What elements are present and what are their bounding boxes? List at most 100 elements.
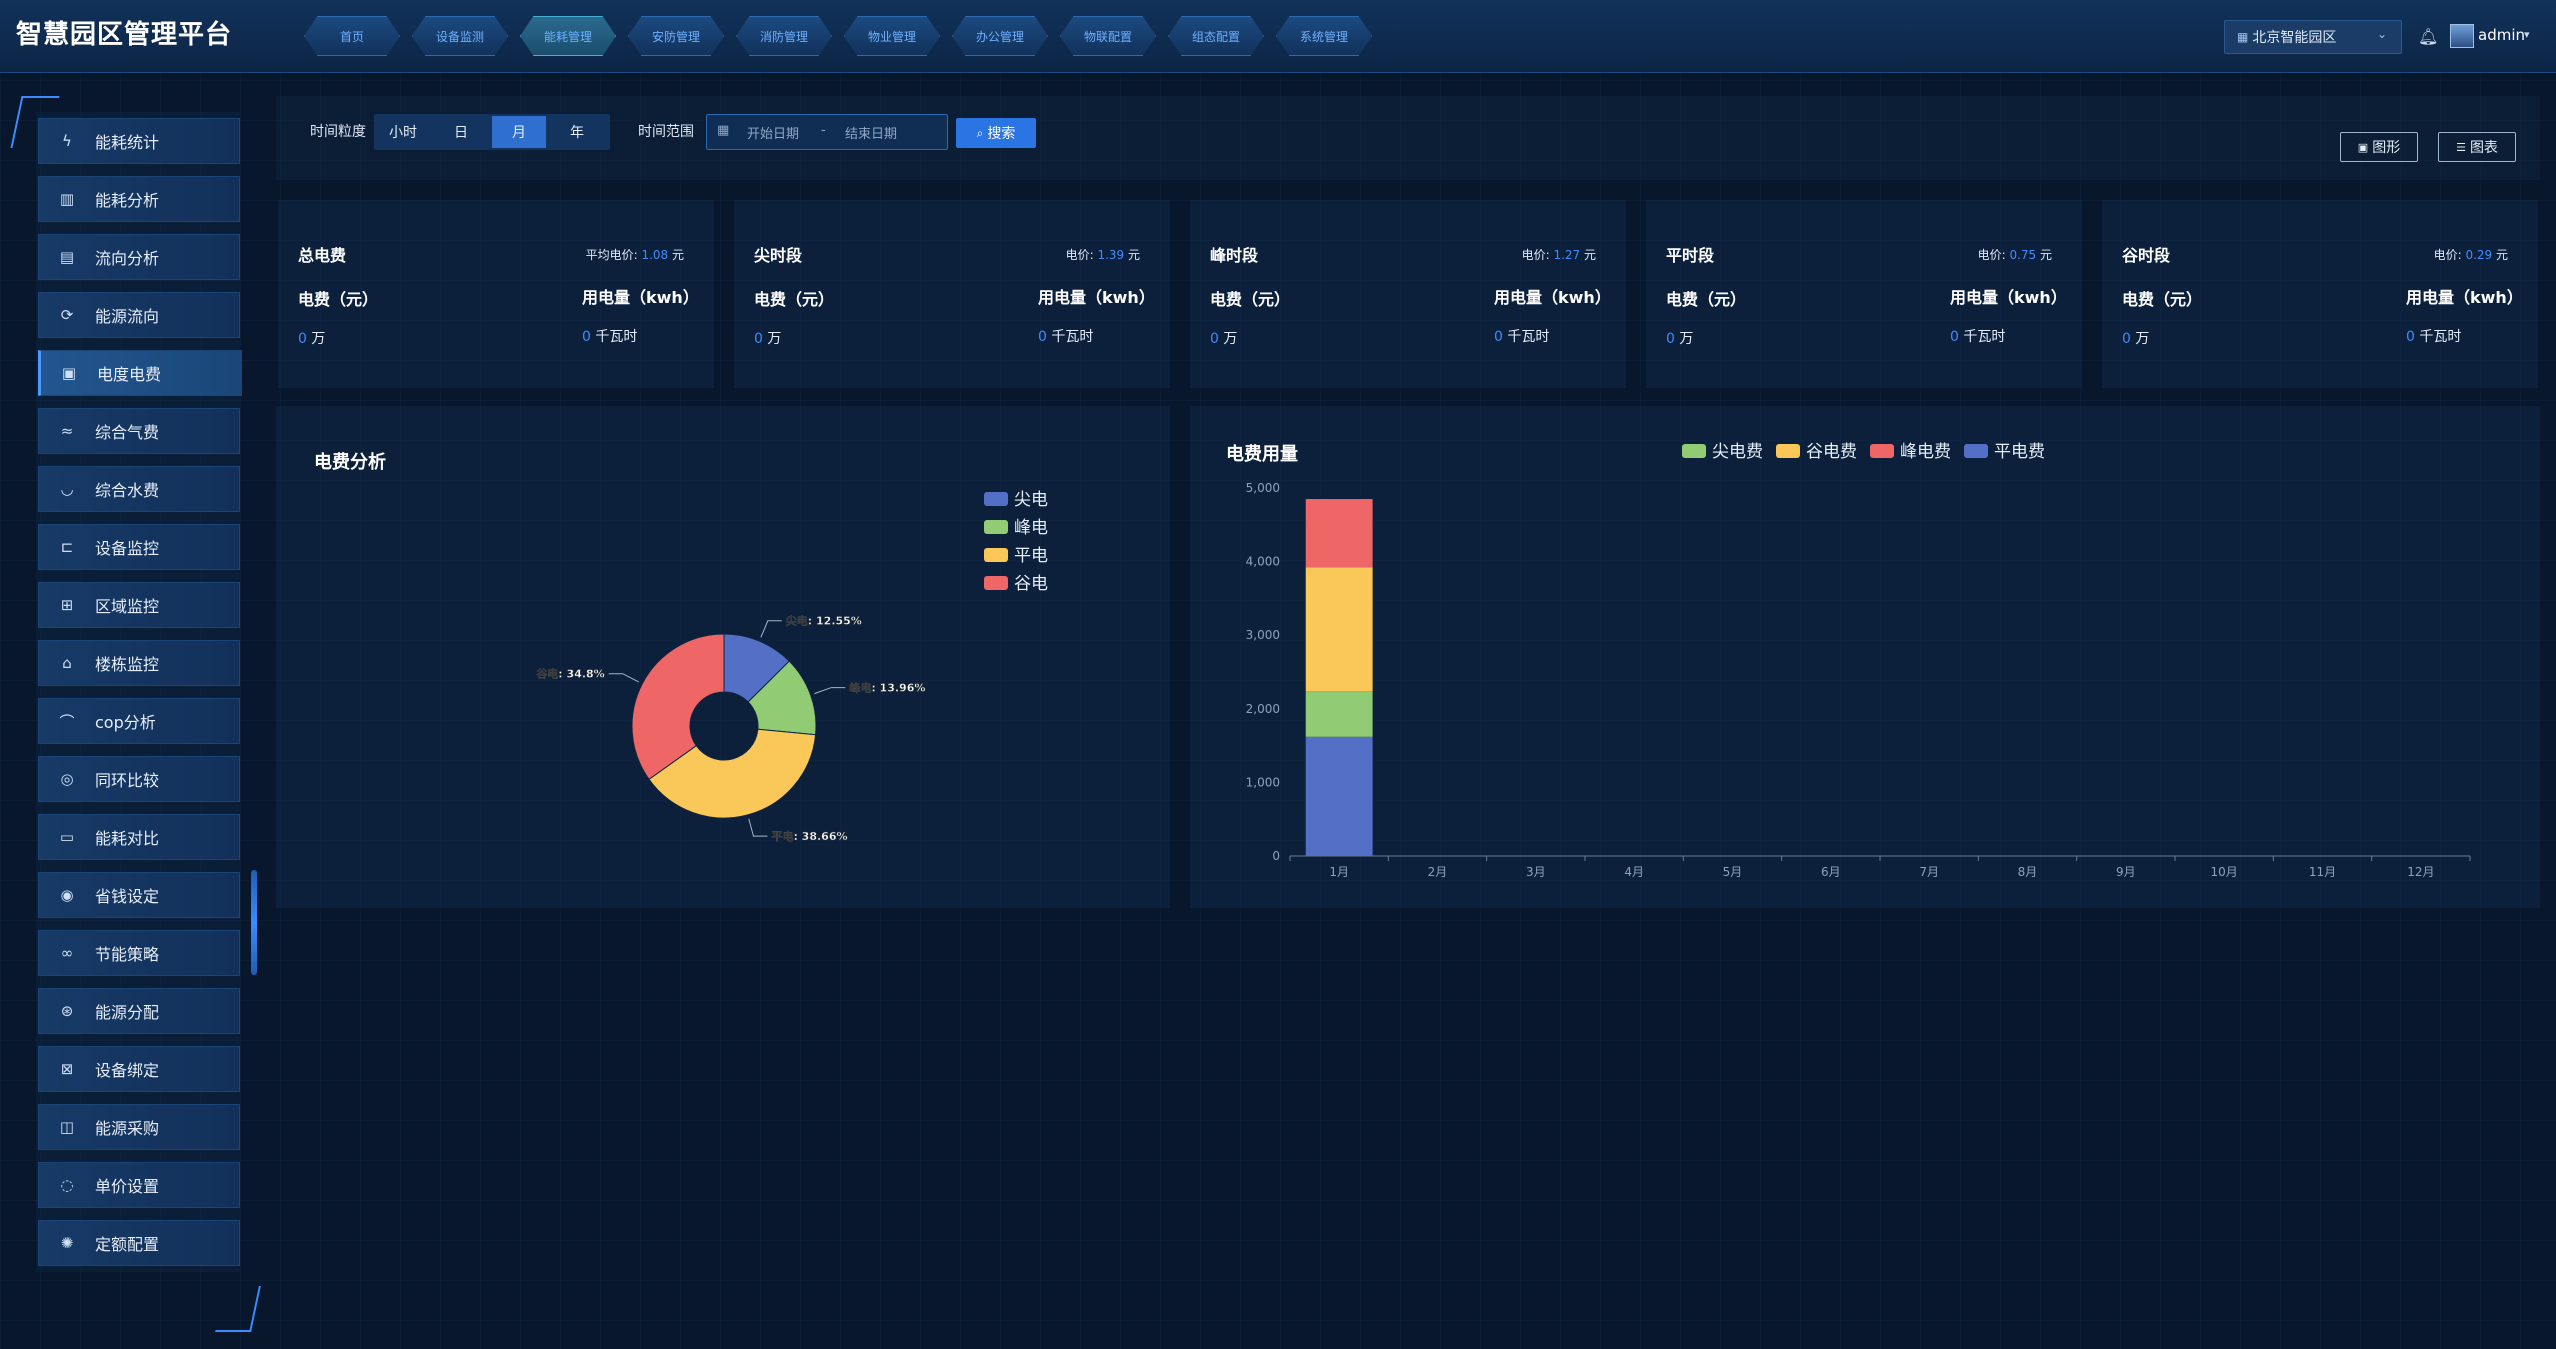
nav-item-office[interactable]: 办公管理	[944, 14, 1056, 58]
nav-item-system[interactable]: 系统管理	[1268, 14, 1380, 58]
quota-icon: ✺	[60, 1234, 74, 1252]
card-price: 电价: 0.75 元	[1977, 248, 2052, 262]
user-menu-chevron-icon[interactable]: ▾	[2524, 28, 2530, 41]
sidebar-item-gas-fee[interactable]: ≈ 综合气费	[38, 408, 240, 454]
bar-legend-swatch[interactable]	[1870, 444, 1894, 458]
granularity-year-button[interactable]: 年	[570, 125, 584, 141]
fee-usage-panel: 电费用量 0 1,000 2,000 3,000 4,000 5,000 1月 2月 3月 4月 5…	[1190, 406, 2540, 908]
card-usage-value: 0 千瓦时	[582, 329, 638, 345]
card-fee-label: 电费（元）	[2122, 290, 2203, 309]
sidebar-item-building-monitor[interactable]: ⌂ 楼栋监控	[38, 640, 240, 686]
sidebar-item-energy-flow[interactable]: ⟳ 能源流向	[38, 292, 240, 338]
sidebar-item-energy-compare[interactable]: ▭ 能耗对比	[38, 814, 240, 860]
pie-legend-label[interactable]: 尖电	[1014, 490, 1048, 510]
stat-card-total: 总电费 平均电价: 1.08 元 电费（元） 用电量（kwh） 0 万 0 千瓦…	[278, 200, 714, 388]
x-tick-label: 1月	[1329, 865, 1349, 879]
graph-icon: ▣	[2357, 140, 2369, 154]
granularity-hour-button[interactable]: 小时	[389, 125, 417, 141]
x-tick-label: 7月	[1919, 865, 1939, 879]
bar-legend-label[interactable]: 平电费	[1994, 442, 2045, 462]
x-tick-label: 4月	[1624, 865, 1644, 879]
bar-legend-swatch[interactable]	[1964, 444, 1988, 458]
sidebar-item-saving-strategy[interactable]: ∞ 节能策略	[38, 930, 240, 976]
sidebar-item-water-fee[interactable]: ◡ 综合水费	[38, 466, 240, 512]
avatar[interactable]	[2450, 24, 2474, 48]
sidebar-item-yoy-compare[interactable]: ◎ 同环比较	[38, 756, 240, 802]
pie-label-line	[760, 620, 782, 638]
pie-slice[interactable]	[631, 633, 725, 780]
sidebar-item-region-monitor[interactable]: ⊞ 区域监控	[38, 582, 240, 628]
distribute-icon: ⊛	[60, 1002, 74, 1020]
sidebar-item-flow-analysis[interactable]: ▤ 流向分析	[38, 234, 240, 280]
end-date-input[interactable]: 结束日期	[845, 127, 898, 142]
pie-legend-label[interactable]: 峰电	[1014, 518, 1048, 538]
card-fee-value: 0 万	[754, 331, 782, 347]
date-range-separator: -	[821, 123, 826, 138]
nav-item-home[interactable]: 首页	[296, 14, 408, 58]
nav-item-device-monitor[interactable]: 设备监测	[404, 14, 516, 58]
card-title: 总电费	[298, 246, 347, 265]
nav-item-fire[interactable]: 消防管理	[728, 14, 840, 58]
card-fee-value: 0 万	[1210, 331, 1238, 347]
bell-icon[interactable]: 🔔︎	[2418, 27, 2439, 46]
pie-legend-label[interactable]: 谷电	[1014, 574, 1048, 594]
sidebar-item-unit-price[interactable]: ◌ 单价设置	[38, 1162, 240, 1208]
link-icon: ∞	[60, 944, 74, 962]
frame-corner-decoration	[215, 1286, 261, 1332]
bar-legend-label[interactable]: 尖电费	[1712, 442, 1763, 462]
sidebar-item-saving-setting[interactable]: ◉ 省钱设定	[38, 872, 240, 918]
device-icon: ⊏	[60, 538, 74, 556]
bar-segment[interactable]	[1305, 567, 1373, 692]
card-usage-label: 用电量（kwh）	[582, 288, 699, 307]
pie-legend-swatch[interactable]	[984, 548, 1008, 562]
card-usage-value: 0 千瓦时	[1950, 329, 2006, 345]
park-select[interactable]: ▦ 北京智能园区 ⌄	[2224, 20, 2402, 54]
bar-legend-swatch[interactable]	[1776, 444, 1800, 458]
nav-item-property[interactable]: 物业管理	[836, 14, 948, 58]
sidebar-item-device-binding[interactable]: ⊠ 设备绑定	[38, 1046, 240, 1092]
view-table-button[interactable]: ☰ 图表	[2438, 132, 2516, 162]
pie-slice[interactable]	[648, 728, 817, 819]
start-date-input[interactable]: 开始日期	[747, 127, 800, 142]
nav-item-energy[interactable]: 能耗管理	[512, 14, 624, 58]
bar-segment[interactable]	[1305, 499, 1373, 568]
sidebar-item-cop-analysis[interactable]: ⌒ cop分析	[38, 698, 240, 744]
x-tick-label: 6月	[1821, 865, 1841, 879]
pie-legend-label[interactable]: 平电	[1014, 546, 1048, 566]
y-tick-label: 2,000	[1246, 702, 1280, 716]
stat-card-peak: 峰时段 电价: 1.27 元 电费（元） 用电量（kwh） 0 万 0 千瓦时	[1190, 200, 1626, 388]
sidebar-item-energy-purchase[interactable]: ◫ 能源采购	[38, 1104, 240, 1150]
sidebar-item-energy-stats[interactable]: ϟ 能耗统计	[38, 118, 240, 164]
granularity-month-button[interactable]: 月	[492, 116, 546, 148]
sidebar-item-device-monitor[interactable]: ⊏ 设备监控	[38, 524, 240, 570]
granularity-segmented-control: 小时 日 月 年	[374, 114, 610, 150]
nav-item-security[interactable]: 安防管理	[620, 14, 732, 58]
stat-card-flat: 平时段 电价: 0.75 元 电费（元） 用电量（kwh） 0 万 0 千瓦时	[1646, 200, 2082, 388]
date-range-picker[interactable]: ▦ 开始日期 - 结束日期	[706, 114, 948, 150]
user-name[interactable]: admin	[2478, 26, 2525, 44]
scroll-accent-bar	[251, 870, 257, 975]
nav-item-scada-config[interactable]: 组态配置	[1160, 14, 1272, 58]
granularity-day-button[interactable]: 日	[454, 125, 468, 141]
card-price: 电价: 1.27 元	[1521, 248, 1596, 262]
x-tick-label: 5月	[1723, 865, 1743, 879]
card-usage-value: 0 千瓦时	[2406, 329, 2462, 345]
bar-legend-swatch[interactable]	[1682, 444, 1706, 458]
sidebar-item-electric-fee[interactable]: ▣ 电度电费	[38, 350, 242, 396]
view-graph-button[interactable]: ▣ 图形	[2340, 132, 2418, 162]
sidebar-item-energy-analysis[interactable]: ▥ 能耗分析	[38, 176, 240, 222]
x-tick-label: 3月	[1526, 865, 1546, 879]
pie-legend-swatch[interactable]	[984, 492, 1008, 506]
bar-segment[interactable]	[1305, 691, 1373, 737]
sidebar-item-quota-config[interactable]: ✺ 定额配置	[38, 1220, 240, 1266]
search-button[interactable]: ⌕ 搜索	[956, 118, 1036, 148]
bar-segment[interactable]	[1305, 736, 1373, 856]
pie-legend-swatch[interactable]	[984, 576, 1008, 590]
lightning-icon: ϟ	[62, 132, 72, 150]
nav-item-iot-config[interactable]: 物联配置	[1052, 14, 1164, 58]
building-icon: ⌂	[62, 654, 72, 672]
pie-legend-swatch[interactable]	[984, 520, 1008, 534]
bar-legend-label[interactable]: 峰电费	[1900, 442, 1951, 462]
bar-legend-label[interactable]: 谷电费	[1806, 442, 1857, 462]
sidebar-item-energy-distribution[interactable]: ⊛ 能源分配	[38, 988, 240, 1034]
